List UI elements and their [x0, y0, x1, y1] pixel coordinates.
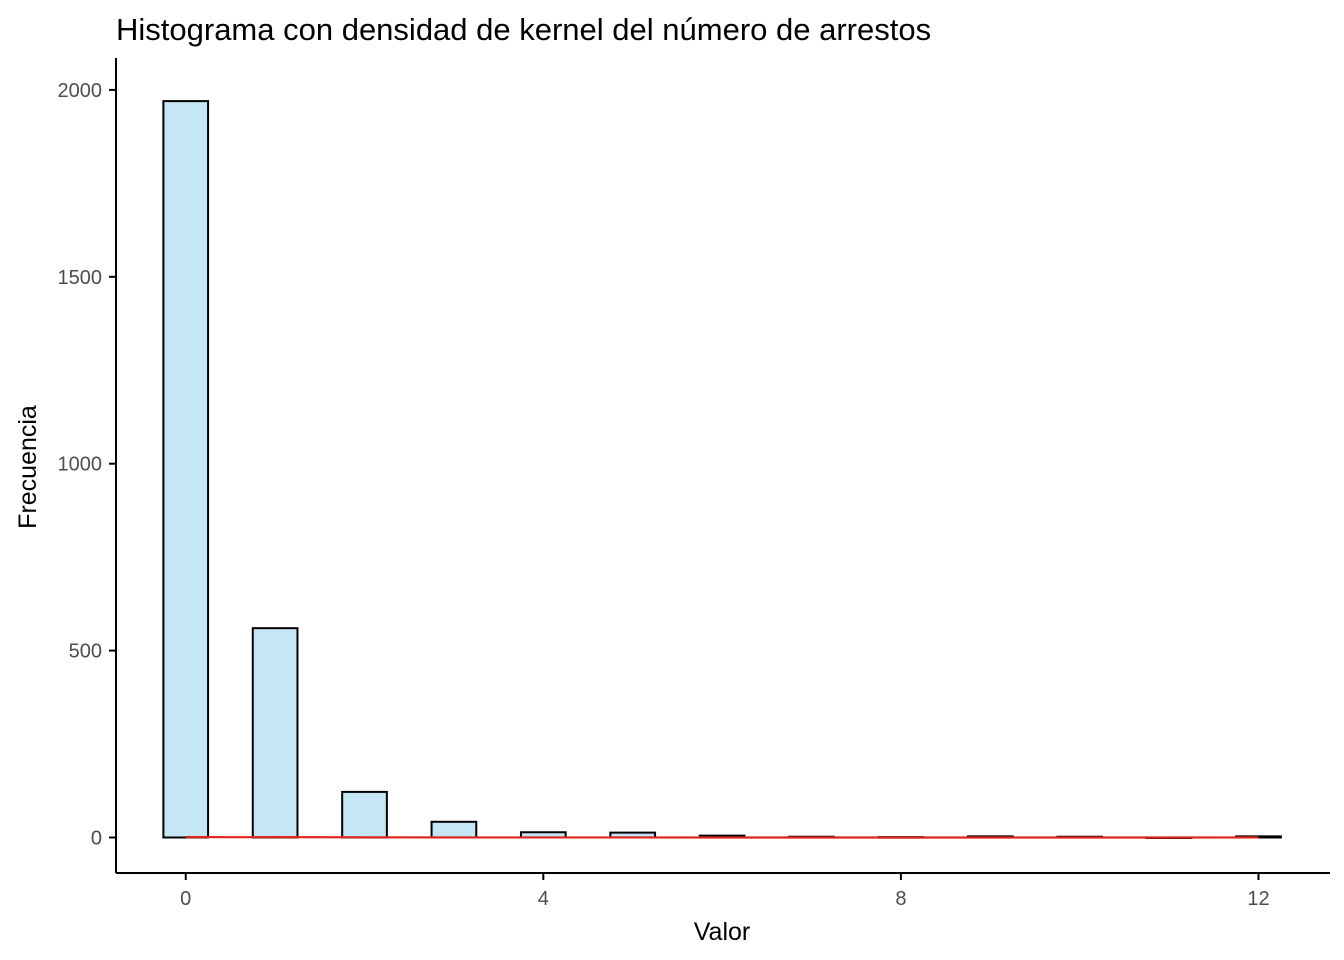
y-tick-label-0: 0 — [91, 827, 102, 849]
histogram-bar-0 — [162, 100, 210, 839]
bars-group — [162, 100, 1282, 839]
y-tick-label-1500: 1500 — [58, 267, 103, 289]
histogram-bar-1 — [251, 627, 299, 839]
y-tick-label-1000: 1000 — [58, 454, 103, 476]
x-tick-label-0: 0 — [180, 888, 191, 910]
chart-title: Histograma con densidad de kernel del nú… — [116, 12, 931, 47]
y-tick-label-2000: 2000 — [58, 80, 103, 102]
y-axis-title: Frecuencia — [14, 405, 42, 529]
y-tick-label-500: 500 — [69, 641, 102, 663]
axes-group: 0 500 1000 1500 2000 0 4 8 12 — [58, 58, 1330, 910]
x-tick-label-12: 12 — [1247, 888, 1269, 910]
x-tick-label-4: 4 — [538, 888, 549, 910]
histogram-bar-2 — [341, 790, 388, 839]
x-axis-title: Valor — [694, 918, 751, 946]
histogram-bar-3 — [430, 820, 478, 839]
x-tick-label-8: 8 — [895, 888, 906, 910]
